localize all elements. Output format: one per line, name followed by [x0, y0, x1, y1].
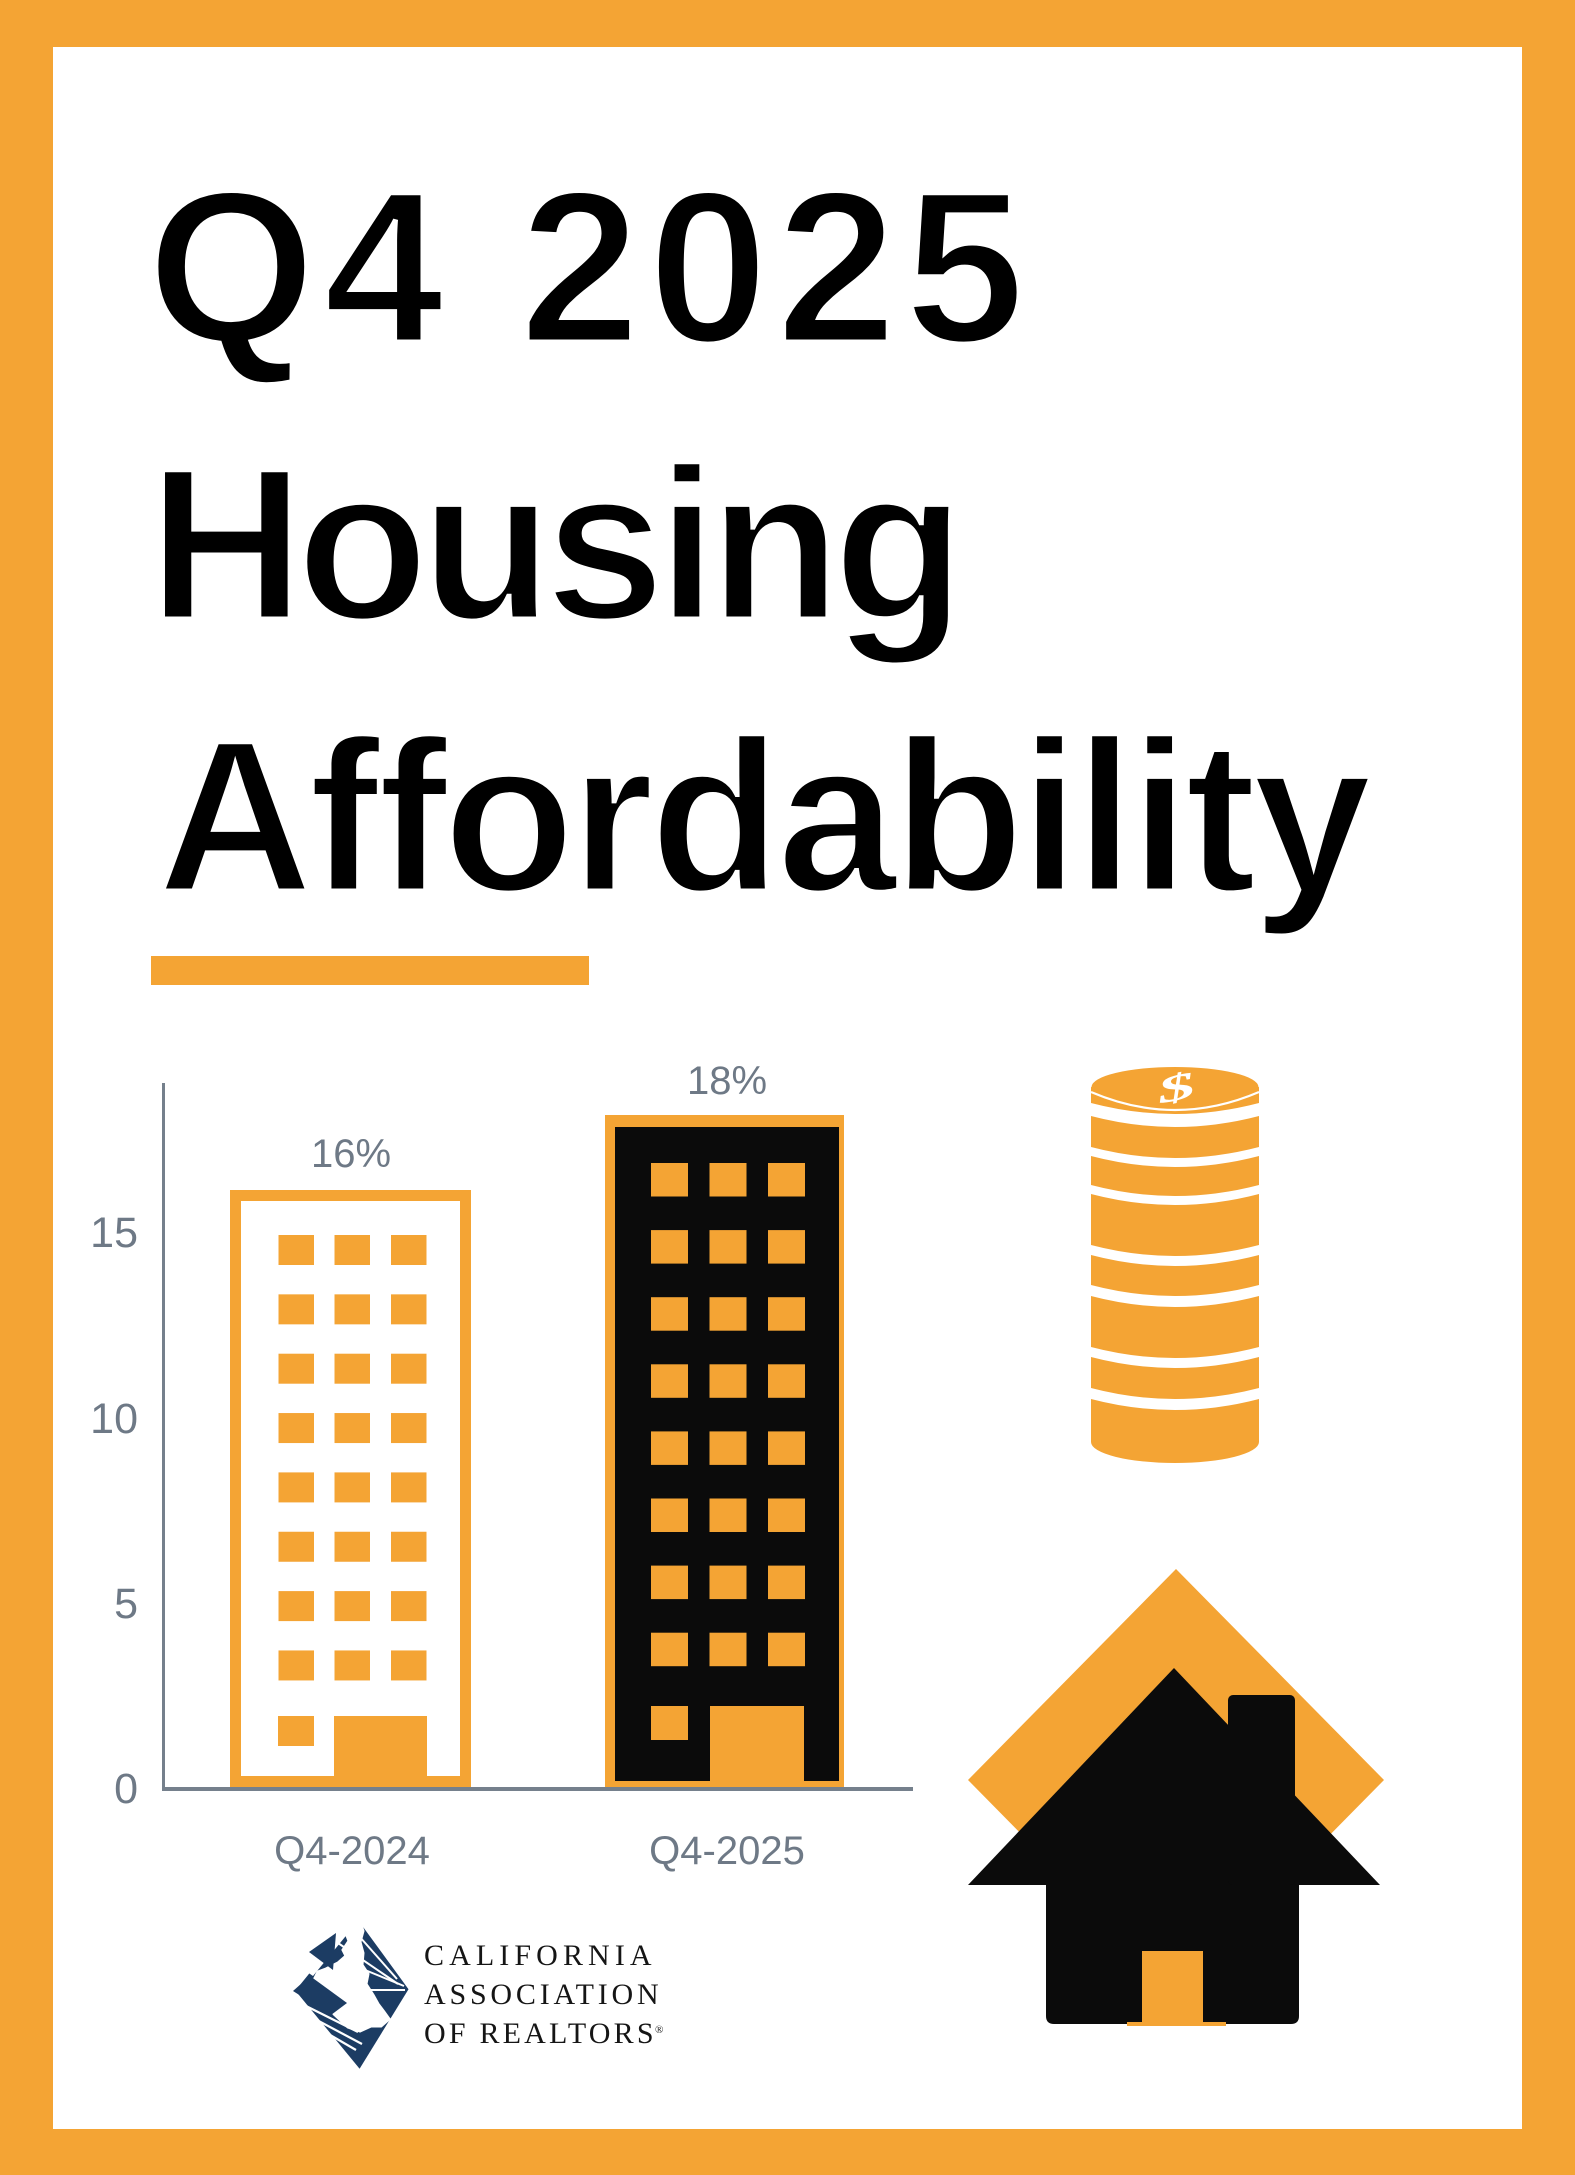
- svg-text:OF REALTORS: OF REALTORS: [424, 2017, 657, 2050]
- svg-text:0: 0: [114, 1765, 138, 1813]
- svg-text:5: 5: [114, 1580, 138, 1628]
- svg-text:®: ®: [655, 2024, 663, 2036]
- svg-text:CALIFORNIA: CALIFORNIA: [424, 1939, 657, 1972]
- svg-text:$: $: [1153, 1064, 1199, 1112]
- svg-text:10: 10: [90, 1395, 138, 1443]
- svg-text:Q4-2025: Q4-2025: [649, 1829, 805, 1873]
- svg-text:ASSOCIATION: ASSOCIATION: [424, 1978, 663, 2011]
- svg-text:Q4-2024: Q4-2024: [274, 1829, 430, 1873]
- svg-text:18%: 18%: [687, 1059, 767, 1103]
- svg-text:15: 15: [90, 1209, 138, 1257]
- svg-text:16%: 16%: [311, 1132, 391, 1176]
